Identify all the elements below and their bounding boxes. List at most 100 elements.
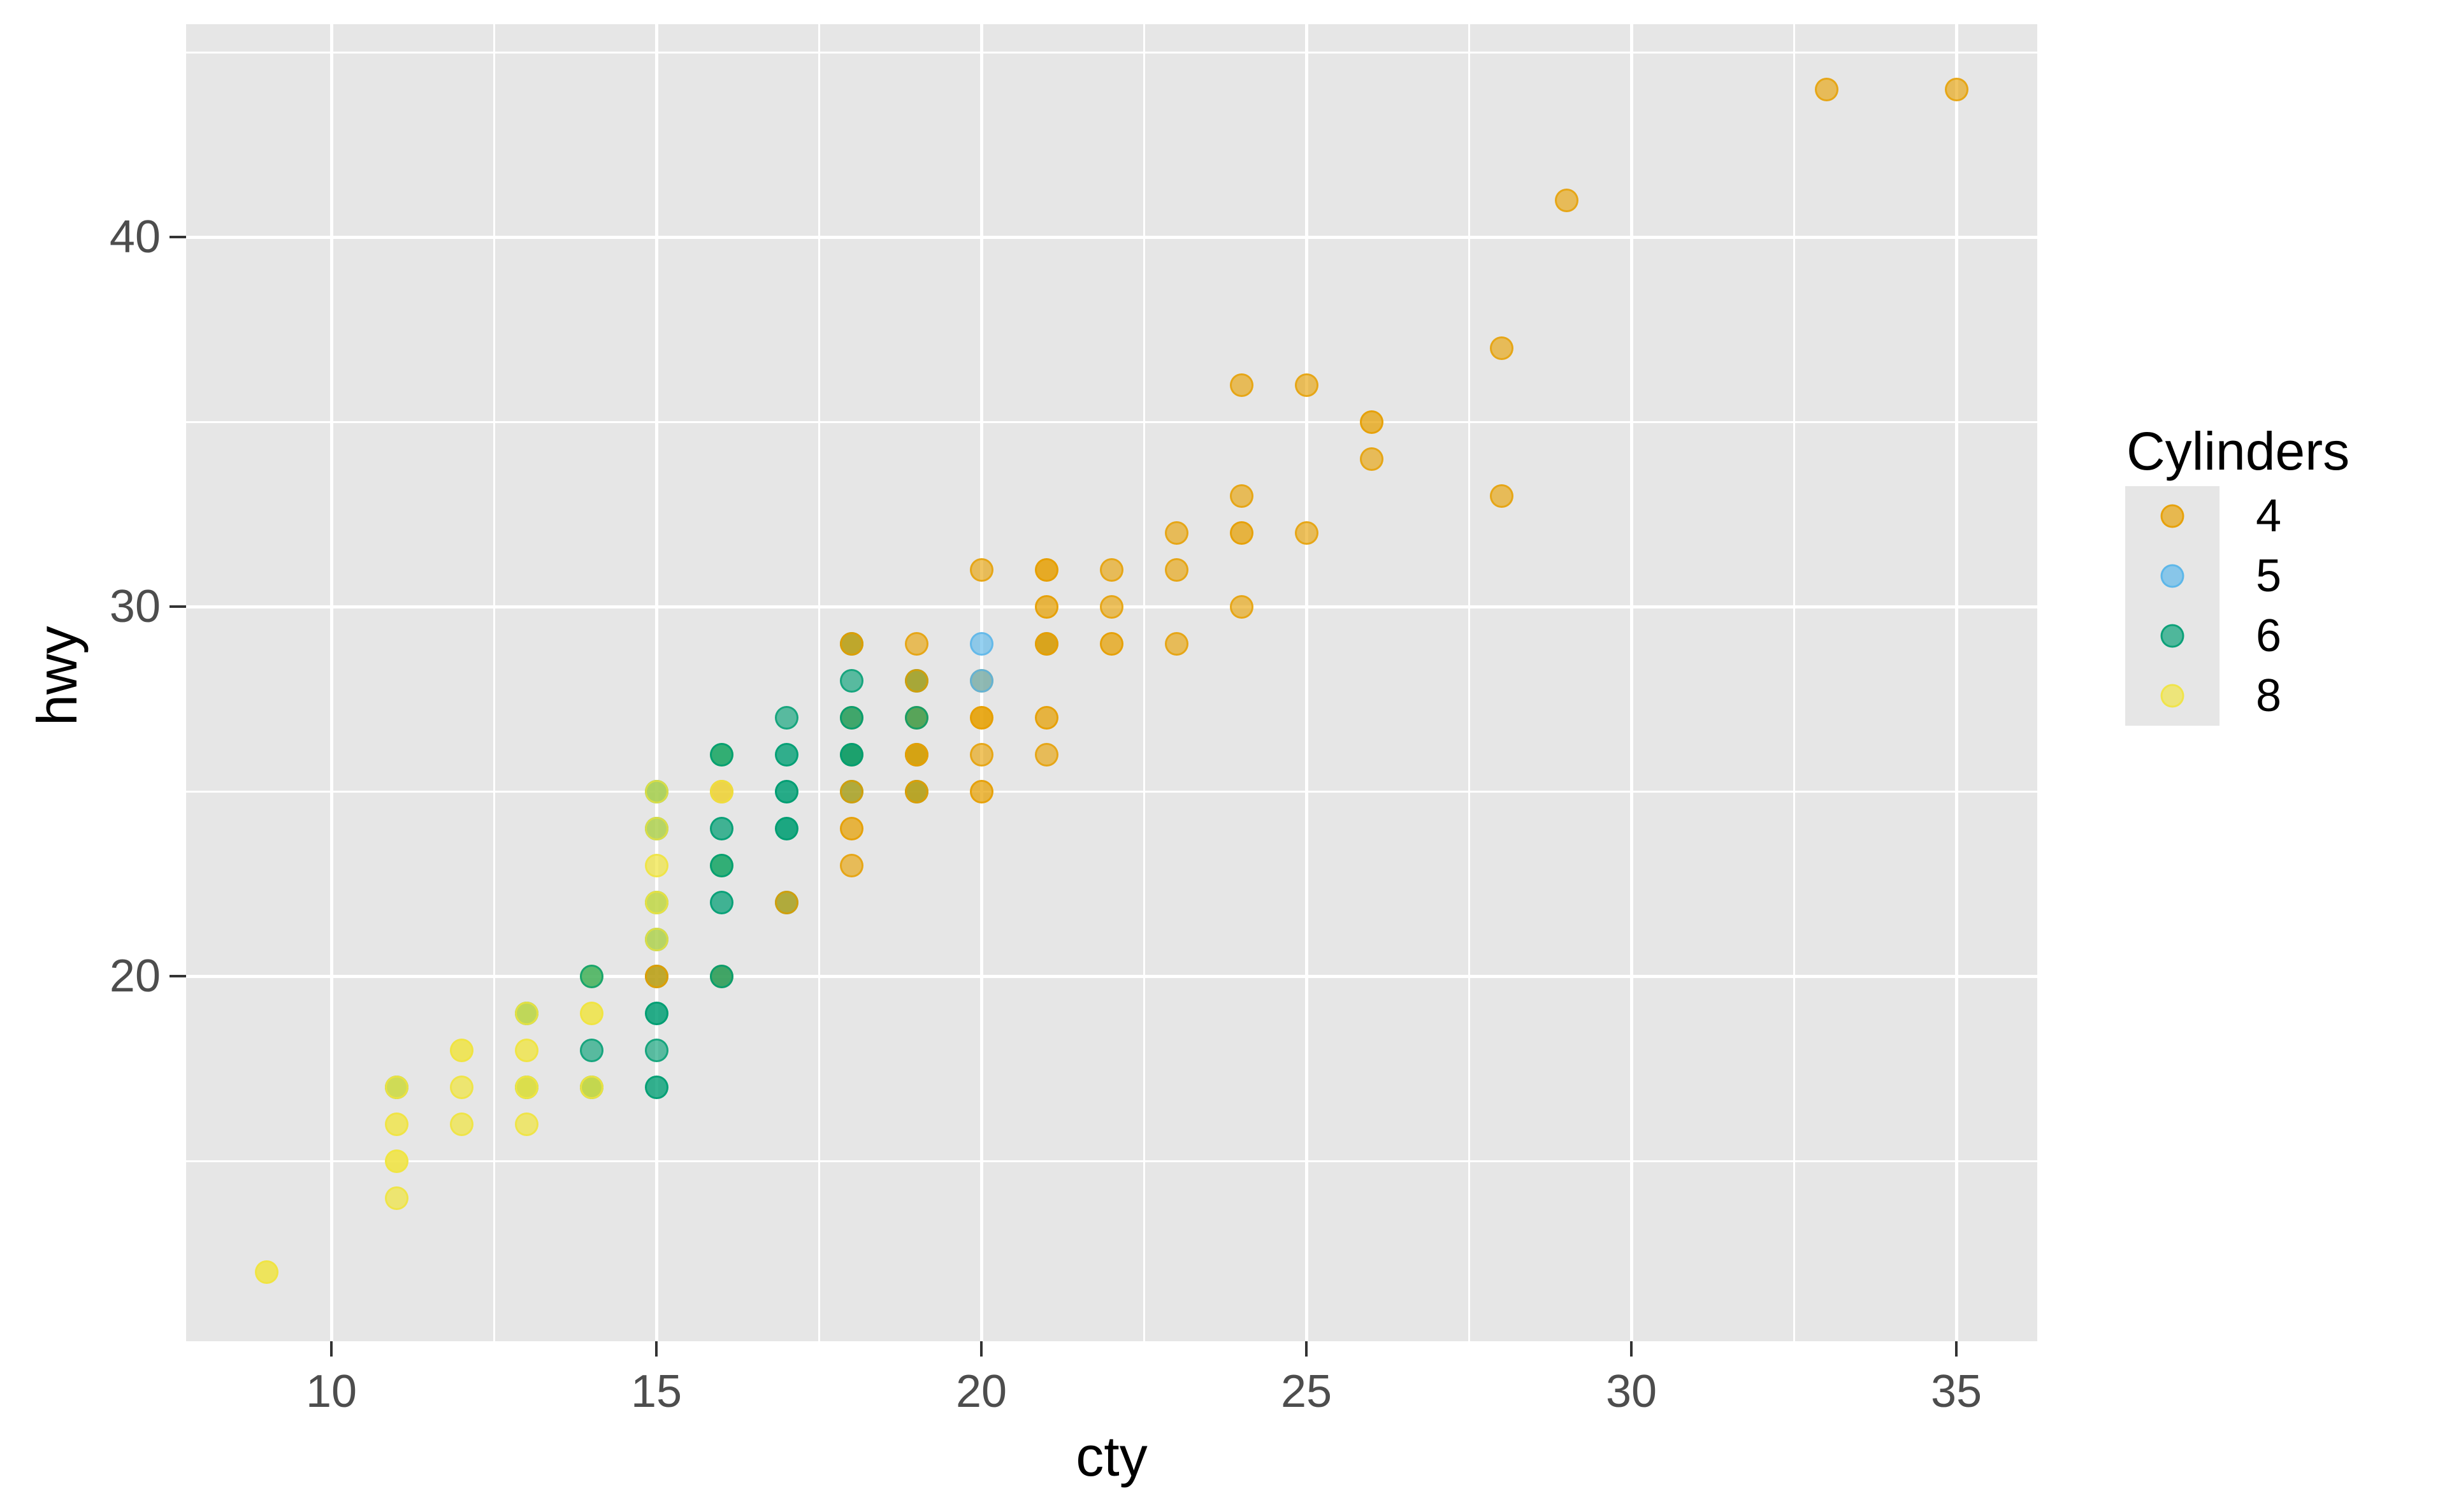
data-point [644, 927, 668, 951]
x-tick-label: 20 [955, 1366, 1007, 1417]
data-point [1359, 410, 1383, 434]
data-point [1229, 521, 1253, 545]
data-point [1099, 558, 1123, 582]
x-minor-gridline [1793, 24, 1795, 1341]
data-point [644, 1075, 668, 1099]
data-point [1229, 484, 1253, 508]
data-point [774, 890, 798, 914]
data-point [1229, 373, 1253, 397]
legend-key [2125, 606, 2220, 666]
data-point [644, 853, 668, 877]
x-major-gridline [1629, 24, 1633, 1341]
data-point [969, 668, 993, 693]
legend-key [2125, 546, 2220, 606]
data-point [1814, 77, 1838, 101]
y-tick-mark [170, 605, 186, 608]
y-minor-gridline [186, 1160, 2037, 1162]
data-point [644, 1001, 668, 1025]
y-minor-gridline [186, 421, 2037, 423]
data-point [969, 779, 993, 803]
data-point [1489, 484, 1513, 508]
x-tick-mark [330, 1341, 333, 1357]
x-minor-gridline [1468, 24, 1470, 1341]
data-point [709, 964, 733, 988]
data-point [774, 742, 798, 767]
data-point [579, 964, 603, 988]
data-point [1034, 631, 1058, 656]
data-point [449, 1038, 473, 1062]
data-point [644, 779, 668, 803]
data-point [839, 631, 863, 656]
y-minor-gridline [186, 51, 2037, 54]
plot-panel [186, 24, 2037, 1341]
y-tick-label: 20 [109, 951, 161, 1002]
data-point [839, 779, 863, 803]
data-point [709, 742, 733, 767]
data-point [1034, 742, 1058, 767]
data-point [969, 705, 993, 730]
data-point [839, 853, 863, 877]
y-minor-gridline [186, 790, 2037, 793]
x-axis-title: cty [1076, 1425, 1148, 1488]
y-major-gridline [186, 974, 2037, 978]
data-point [709, 816, 733, 840]
data-point [969, 558, 993, 582]
data-point [514, 1001, 538, 1025]
y-tick-label: 40 [109, 212, 161, 263]
data-point [644, 816, 668, 840]
data-point [1229, 594, 1253, 619]
x-tick-mark [1955, 1341, 1958, 1357]
data-point [384, 1186, 408, 1210]
data-point [904, 742, 928, 767]
data-point [644, 1038, 668, 1062]
legend-key [2125, 666, 2220, 726]
legend-label: 6 [2256, 610, 2282, 661]
x-tick-label: 30 [1605, 1366, 1657, 1417]
data-point [449, 1075, 473, 1099]
legend-key [2125, 486, 2220, 546]
x-tick-label: 10 [305, 1366, 357, 1417]
x-tick-mark [655, 1341, 658, 1357]
data-point [709, 853, 733, 877]
data-point [514, 1112, 538, 1136]
data-point [1944, 77, 1968, 101]
legend-title: Cylinders [2126, 421, 2350, 481]
y-tick-mark [170, 975, 186, 977]
y-tick-mark [170, 236, 186, 238]
data-point [384, 1149, 408, 1173]
data-point [644, 964, 668, 988]
data-point [904, 779, 928, 803]
data-point [1489, 336, 1513, 360]
data-point [384, 1075, 408, 1099]
data-point [449, 1112, 473, 1136]
x-minor-gridline [493, 24, 495, 1341]
y-tick-label: 30 [109, 581, 161, 632]
data-point [839, 742, 863, 767]
data-point [1099, 594, 1123, 619]
data-point [514, 1038, 538, 1062]
data-point [579, 1075, 603, 1099]
data-point [1164, 521, 1188, 545]
data-point [839, 668, 863, 693]
legend-key-column [2125, 486, 2220, 726]
data-point [969, 742, 993, 767]
data-point [514, 1075, 538, 1099]
x-tick-mark [980, 1341, 983, 1357]
data-point [579, 1038, 603, 1062]
data-point [839, 705, 863, 730]
y-major-gridline [186, 235, 2037, 239]
data-point [904, 705, 928, 730]
data-point [254, 1260, 278, 1284]
legend-label: 5 [2256, 551, 2282, 601]
data-point [904, 631, 928, 656]
x-tick-label: 25 [1280, 1366, 1332, 1417]
x-tick-label: 15 [630, 1366, 682, 1417]
x-major-gridline [1954, 24, 1958, 1341]
data-point [1034, 705, 1058, 730]
data-point [1554, 188, 1578, 212]
legend-label: 8 [2256, 670, 2282, 721]
data-point [579, 1001, 603, 1025]
data-point [709, 779, 733, 803]
legend-key-dot [2160, 684, 2184, 708]
